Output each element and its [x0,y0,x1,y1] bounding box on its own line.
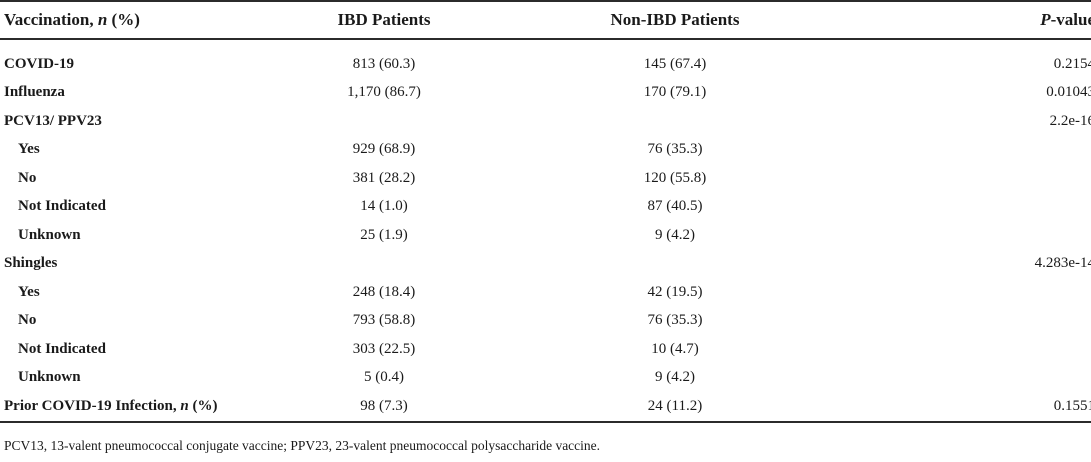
cell-non-ibd: 145 (67.4) [643,55,707,72]
cell-p-value: 4.283e-14 [1034,255,1091,272]
cell-p-value [846,221,1091,250]
header-ibd-patients: IBD Patients [337,10,431,29]
cell-non-ibd: 76 (35.3) [647,141,703,158]
cell-ibd [264,107,504,136]
cell-ibd: 303 (22.5) [352,340,416,357]
table-row: Unknown 5 (0.4) 9 (4.2) [0,364,1091,393]
table-row: Yes 929 (68.9) 76 (35.3) [0,136,1091,165]
cell-p-value: 0.01043 [1046,84,1091,101]
table-body: COVID-19 813 (60.3) 145 (67.4) 0.2154 Influe… [0,40,1091,421]
cell-p-value [846,164,1091,193]
row-label: Yes [18,283,40,300]
row-label: Shingles [4,255,58,272]
table-footnote: PCV13, 13-valent pneumococcal conjugate … [4,438,601,453]
cell-non-ibd: 120 (55.8) [643,169,707,186]
row-label: COVID-19 [4,55,74,72]
row-label: Yes [18,141,40,158]
cell-non-ibd [504,250,846,279]
table-row: Not Indicated 303 (22.5) 10 (4.7) [0,335,1091,364]
table-header-row: Vaccination, n (%) IBD Patients Non-IBD … [0,0,1091,40]
row-label: Unknown [18,369,81,386]
table-row: COVID-19 813 (60.3) 145 (67.4) 0.2154 [0,40,1091,79]
row-label: No [18,169,37,186]
cell-ibd: 98 (7.3) [360,397,408,414]
cell-non-ibd: 76 (35.3) [647,312,703,329]
row-label: No [18,312,37,329]
table-row: Unknown 25 (1.9) 9 (4.2) [0,221,1091,250]
table-row: No 793 (58.8) 76 (35.3) [0,307,1091,336]
row-label: Not Indicated [18,198,106,215]
cell-p-value [846,307,1091,336]
table-row: PCV13/ PPV23 2.2e-16 [0,107,1091,136]
cell-ibd: 1,170 (86.7) [347,84,421,101]
table-row: Shingles 4.283e-14 [0,250,1091,279]
table-row: No 381 (28.2) 120 (55.8) [0,164,1091,193]
cell-ibd: 5 (0.4) [364,369,404,386]
row-label: Unknown [18,226,81,243]
header-vaccination: Vaccination, n (%) [4,10,140,29]
table-bottom-rule [0,421,1091,423]
table-header-rule [0,38,1091,40]
cell-p-value [846,278,1091,307]
vaccination-table: Vaccination, n (%) IBD Patients Non-IBD … [0,0,1091,421]
table-row: Not Indicated 14 (1.0) 87 (40.5) [0,193,1091,222]
cell-p-value [846,136,1091,165]
cell-ibd: 929 (68.9) [352,141,416,158]
cell-non-ibd: 9 (4.2) [655,369,695,386]
cell-p-value: 2.2e-16 [1049,112,1091,129]
cell-ibd: 381 (28.2) [352,169,416,186]
table-row: Yes 248 (18.4) 42 (19.5) [0,278,1091,307]
cell-non-ibd: 24 (11.2) [647,397,703,414]
table-row: Prior COVID-19 Infection, n (%) 98 (7.3) 2… [0,392,1091,421]
cell-non-ibd: 10 (4.7) [651,340,699,357]
cell-p-value: 0.2154 [1053,55,1091,72]
cell-p-value [846,193,1091,222]
row-label: Not Indicated [18,340,106,357]
cell-p-value: 0.1551 [1053,397,1091,414]
cell-ibd: 248 (18.4) [352,283,416,300]
row-label-prior-covid: Prior COVID-19 Infection, n (%) [4,397,218,414]
cell-ibd: 25 (1.9) [360,226,408,243]
cell-non-ibd: 87 (40.5) [647,198,703,215]
cell-ibd: 813 (60.3) [352,55,416,72]
cell-ibd: 793 (58.8) [352,312,416,329]
cell-non-ibd [504,107,846,136]
header-p-value: P-value [1040,10,1091,29]
table-row: Influenza 1,170 (86.7) 170 (79.1) 0.01043 [0,79,1091,108]
header-non-ibd-patients: Non-IBD Patients [610,10,740,29]
cell-non-ibd: 42 (19.5) [647,283,703,300]
cell-p-value [846,335,1091,364]
cell-non-ibd: 170 (79.1) [643,84,707,101]
cell-non-ibd: 9 (4.2) [655,226,695,243]
cell-p-value [846,364,1091,393]
cell-ibd [264,250,504,279]
row-label: PCV13/ PPV23 [4,112,102,129]
cell-ibd: 14 (1.0) [360,198,408,215]
row-label: Influenza [4,84,65,101]
table-top-rule [0,0,1091,2]
